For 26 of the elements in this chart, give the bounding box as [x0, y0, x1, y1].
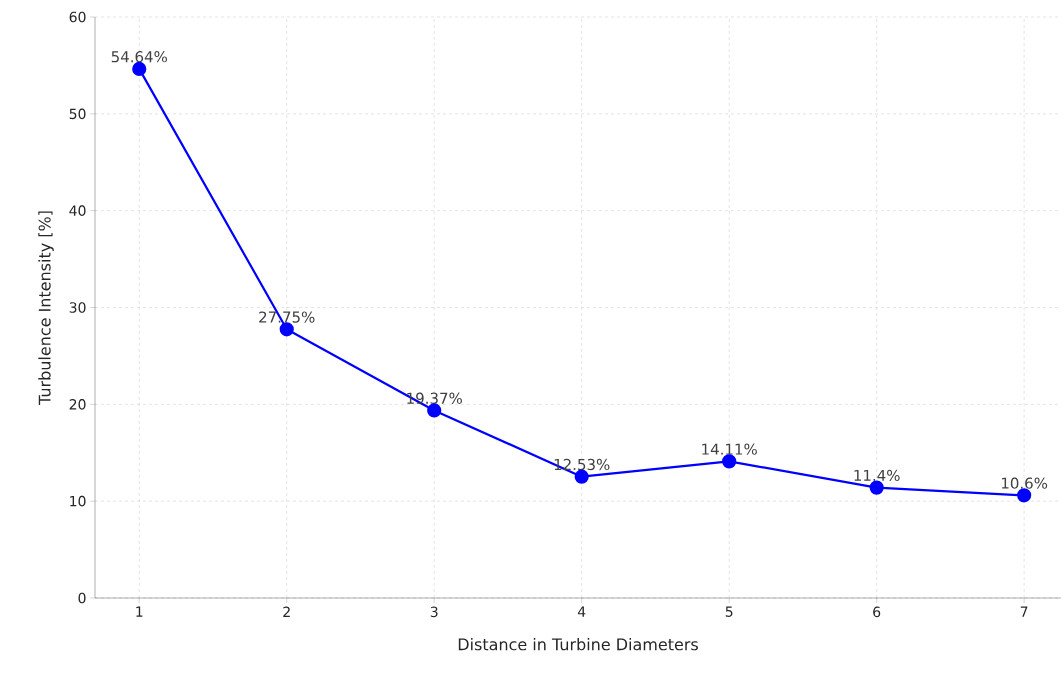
- data-label: 14.11%: [702, 443, 757, 455]
- y-tick-label: 40: [69, 205, 86, 216]
- data-label: 54.64%: [111, 51, 167, 63]
- y-tick-label: 50: [69, 108, 86, 120]
- x-tick-label: 3: [430, 606, 438, 618]
- x-tick-label: 1: [136, 606, 143, 617]
- data-label: 10.6%: [1001, 477, 1048, 489]
- point: [722, 454, 737, 469]
- x-tick-label: 4: [577, 606, 586, 617]
- y-tick-label: 20: [69, 399, 86, 410]
- x-tick-label: 5: [725, 606, 733, 617]
- y-tick-label: 0: [78, 592, 86, 604]
- y-axis-title: Turbulence Intensity [%]: [38, 211, 54, 406]
- point: [427, 403, 442, 418]
- x-tick-label: 6: [873, 606, 881, 618]
- x-tick-label: 2: [283, 606, 290, 617]
- point: [279, 322, 294, 337]
- y-tick-label: 30: [69, 302, 86, 313]
- x-axis-title: Distance in Turbine Diameters: [458, 637, 698, 651]
- y-tick-label: 60: [69, 11, 86, 23]
- x-tick-label: 7: [1020, 606, 1028, 617]
- data-label: 11.4%: [854, 469, 900, 482]
- point: [869, 480, 884, 495]
- point: [1017, 488, 1032, 503]
- y-tick-label: 10: [70, 495, 86, 507]
- data-label: 12.53%: [554, 458, 610, 471]
